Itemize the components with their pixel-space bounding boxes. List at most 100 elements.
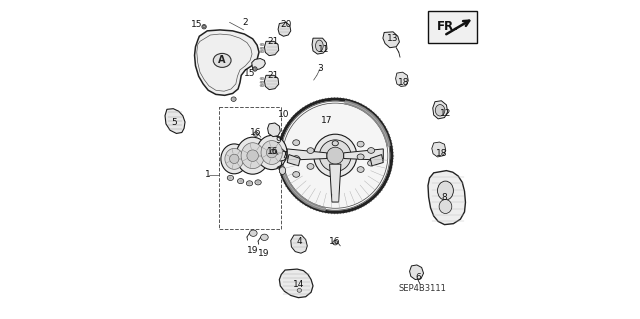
Ellipse shape: [253, 132, 259, 136]
Polygon shape: [344, 149, 383, 160]
Polygon shape: [252, 58, 266, 70]
Polygon shape: [291, 235, 307, 253]
Text: 8: 8: [442, 193, 447, 202]
Text: SEP4B3111: SEP4B3111: [398, 284, 446, 293]
Ellipse shape: [260, 44, 262, 46]
Ellipse shape: [246, 181, 253, 186]
Text: 15: 15: [244, 69, 255, 78]
Text: 4: 4: [296, 237, 302, 246]
Ellipse shape: [231, 97, 236, 101]
Text: 16: 16: [267, 147, 278, 156]
Polygon shape: [276, 148, 287, 161]
Text: 16: 16: [250, 128, 261, 137]
Ellipse shape: [319, 140, 351, 172]
Ellipse shape: [262, 78, 264, 79]
Ellipse shape: [333, 241, 338, 245]
Text: 7: 7: [282, 151, 287, 160]
Ellipse shape: [367, 160, 374, 166]
Bar: [219, 107, 281, 229]
Ellipse shape: [262, 50, 264, 52]
Ellipse shape: [262, 81, 264, 83]
Ellipse shape: [314, 134, 356, 177]
Polygon shape: [264, 41, 278, 56]
Text: 1: 1: [205, 170, 211, 179]
Polygon shape: [287, 155, 300, 166]
Text: 9: 9: [275, 136, 281, 145]
Ellipse shape: [230, 154, 239, 164]
Ellipse shape: [247, 150, 259, 161]
Text: 10: 10: [278, 110, 289, 119]
Ellipse shape: [260, 81, 262, 83]
Ellipse shape: [357, 141, 364, 147]
Text: A: A: [218, 56, 226, 65]
Ellipse shape: [262, 48, 264, 49]
Text: 3: 3: [317, 64, 323, 73]
Polygon shape: [278, 22, 291, 36]
Ellipse shape: [241, 143, 264, 169]
Ellipse shape: [279, 167, 285, 174]
Ellipse shape: [257, 136, 287, 170]
Text: 17: 17: [321, 116, 332, 125]
Text: 11: 11: [318, 45, 330, 55]
Polygon shape: [330, 164, 341, 202]
Text: 21: 21: [268, 37, 278, 46]
Text: 18: 18: [436, 149, 447, 158]
Ellipse shape: [237, 179, 244, 184]
Polygon shape: [396, 72, 408, 86]
Polygon shape: [279, 269, 313, 298]
Polygon shape: [433, 101, 447, 119]
Ellipse shape: [260, 48, 262, 49]
Ellipse shape: [262, 44, 264, 46]
Ellipse shape: [327, 147, 344, 164]
Ellipse shape: [266, 147, 277, 158]
Text: 15: 15: [191, 20, 202, 29]
Text: 6: 6: [415, 272, 421, 281]
Polygon shape: [195, 30, 259, 95]
Ellipse shape: [307, 164, 314, 169]
Ellipse shape: [250, 230, 257, 236]
Ellipse shape: [202, 25, 206, 29]
Polygon shape: [264, 75, 278, 90]
Ellipse shape: [262, 85, 264, 86]
Ellipse shape: [367, 148, 374, 153]
Bar: [428, 11, 477, 43]
Ellipse shape: [332, 141, 339, 146]
Ellipse shape: [261, 141, 282, 165]
Ellipse shape: [253, 68, 256, 70]
Polygon shape: [268, 123, 280, 137]
Ellipse shape: [297, 288, 301, 292]
Ellipse shape: [227, 175, 234, 181]
Text: 13: 13: [387, 34, 399, 43]
Ellipse shape: [213, 53, 231, 67]
Polygon shape: [165, 109, 185, 133]
Polygon shape: [287, 149, 327, 160]
Text: 21: 21: [268, 71, 278, 80]
Text: 5: 5: [171, 118, 177, 128]
Ellipse shape: [278, 99, 392, 212]
Ellipse shape: [439, 199, 452, 213]
Ellipse shape: [292, 172, 300, 177]
Ellipse shape: [435, 105, 445, 116]
Ellipse shape: [292, 140, 300, 145]
Text: 2: 2: [243, 18, 248, 27]
Ellipse shape: [307, 148, 314, 153]
Text: 18: 18: [399, 78, 410, 87]
Ellipse shape: [255, 180, 261, 185]
Ellipse shape: [271, 149, 276, 154]
Ellipse shape: [260, 234, 268, 241]
Ellipse shape: [203, 26, 205, 28]
Ellipse shape: [260, 78, 262, 79]
Text: 12: 12: [440, 109, 451, 118]
Text: 19: 19: [246, 246, 258, 255]
Polygon shape: [410, 265, 424, 279]
Text: FR.: FR.: [437, 20, 459, 33]
Polygon shape: [432, 142, 446, 157]
Ellipse shape: [253, 67, 257, 71]
Polygon shape: [371, 155, 383, 166]
Ellipse shape: [357, 167, 364, 172]
Ellipse shape: [260, 85, 262, 86]
Polygon shape: [383, 32, 399, 48]
Ellipse shape: [316, 40, 323, 51]
Text: 16: 16: [328, 237, 340, 246]
Ellipse shape: [292, 156, 300, 161]
